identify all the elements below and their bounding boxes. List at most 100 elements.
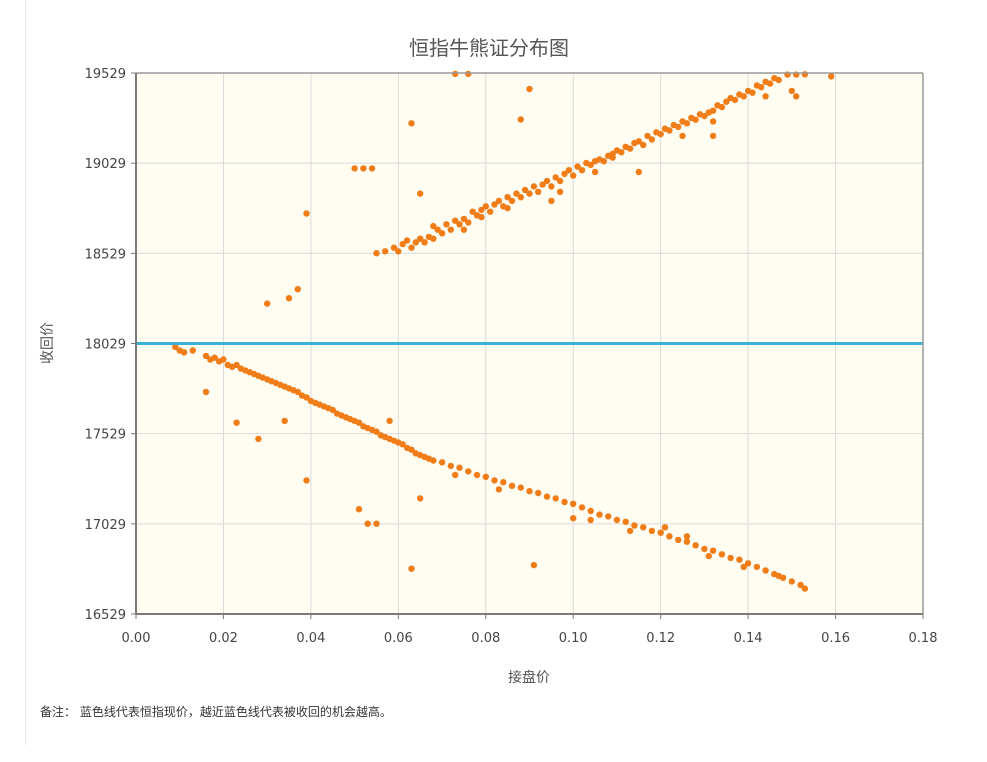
- data-point: [473, 471, 481, 479]
- data-point: [460, 215, 468, 223]
- data-point: [255, 435, 262, 443]
- data-point: [491, 477, 498, 484]
- data-point: [561, 170, 568, 177]
- data-point: [233, 361, 240, 369]
- data-point: [417, 190, 424, 197]
- data-point: [408, 120, 415, 127]
- data-point: [368, 165, 376, 172]
- data-point: [508, 197, 516, 205]
- data-point: [705, 552, 712, 560]
- data-point: [373, 428, 380, 435]
- data-point: [364, 520, 371, 527]
- data-point: [570, 515, 577, 522]
- data-point: [495, 197, 503, 205]
- data-point: [456, 221, 463, 228]
- y-tick-label: 19029: [85, 157, 126, 172]
- data-point: [434, 226, 441, 233]
- data-point: [631, 522, 638, 529]
- x-axis-ticks: 0.00 0.02 0.04 0.06 0.08 0.10 0.12 0.14 0.16 0.18: [122, 614, 938, 646]
- data-point: [535, 188, 542, 195]
- data-point: [355, 506, 363, 513]
- data-point: [543, 493, 551, 500]
- x-tick-label: 0.14: [734, 631, 763, 646]
- data-point: [609, 150, 616, 158]
- data-point: [513, 190, 520, 197]
- data-point: [618, 149, 625, 156]
- data-point: [570, 172, 577, 179]
- data-point: [648, 136, 656, 143]
- data-point: [758, 84, 765, 91]
- data-point: [570, 500, 577, 507]
- data-point: [644, 132, 651, 140]
- data-point: [723, 98, 730, 105]
- data-point: [709, 107, 717, 114]
- x-tick-label: 0.04: [296, 631, 325, 646]
- data-point: [430, 222, 437, 230]
- data-point: [478, 206, 485, 214]
- data-point: [788, 578, 795, 585]
- data-point: [452, 217, 459, 224]
- x-tick-label: 0.16: [821, 631, 850, 646]
- data-point: [793, 93, 800, 100]
- data-point: [482, 473, 489, 480]
- data-point: [443, 221, 450, 228]
- data-point: [395, 248, 402, 255]
- x-axis-label: 接盘价: [508, 669, 550, 686]
- data-point: [303, 477, 310, 484]
- data-point: [762, 93, 769, 100]
- data-point: [482, 203, 489, 210]
- data-point: [281, 417, 288, 425]
- x-tick-label: 0.00: [122, 631, 151, 646]
- data-point: [526, 190, 533, 197]
- data-point: [736, 556, 743, 563]
- data-point: [329, 406, 336, 414]
- data-point: [775, 572, 782, 580]
- data-point: [526, 488, 533, 495]
- data-point: [605, 513, 612, 520]
- data-point: [626, 527, 634, 535]
- data-point: [399, 240, 406, 248]
- data-point: [430, 457, 437, 464]
- x-tick-label: 0.12: [646, 631, 675, 646]
- data-point: [675, 123, 682, 131]
- data-point: [456, 464, 463, 471]
- data-point: [452, 471, 459, 479]
- data-point: [744, 560, 752, 567]
- data-point: [657, 529, 664, 536]
- data-point: [740, 563, 747, 571]
- data-point: [635, 138, 642, 145]
- data-point: [709, 132, 717, 140]
- y-tick-label: 17029: [85, 518, 126, 533]
- data-point: [666, 533, 673, 540]
- data-point: [390, 244, 398, 251]
- data-point: [303, 210, 310, 217]
- data-point: [749, 89, 756, 96]
- data-point: [701, 545, 708, 553]
- data-point: [355, 419, 363, 426]
- data-point: [596, 511, 603, 518]
- data-point: [552, 495, 559, 502]
- data-point: [828, 73, 835, 80]
- data-point: [412, 239, 419, 246]
- data-point: [762, 567, 769, 574]
- chart-footnote: 备注： 蓝色线代表恒指现价，越近蓝色线代表被收回的机会越高。: [40, 705, 392, 719]
- data-point: [386, 417, 393, 425]
- data-point: [504, 204, 511, 212]
- data-point: [574, 163, 581, 170]
- data-point: [403, 237, 411, 244]
- data-point: [517, 116, 524, 123]
- data-point: [211, 354, 218, 361]
- x-tick-label: 0.18: [909, 631, 938, 646]
- data-point: [766, 80, 774, 87]
- data-point: [491, 201, 498, 208]
- y-tick-label: 19529: [85, 67, 126, 82]
- data-point: [692, 542, 699, 549]
- data-point: [460, 226, 468, 233]
- data-point: [701, 112, 708, 120]
- data-point: [539, 181, 546, 188]
- data-point: [587, 161, 594, 168]
- chart-title: 恒指牛熊证分布图: [409, 36, 569, 60]
- data-point: [666, 127, 673, 134]
- data-point: [360, 165, 367, 172]
- data-point: [373, 520, 380, 527]
